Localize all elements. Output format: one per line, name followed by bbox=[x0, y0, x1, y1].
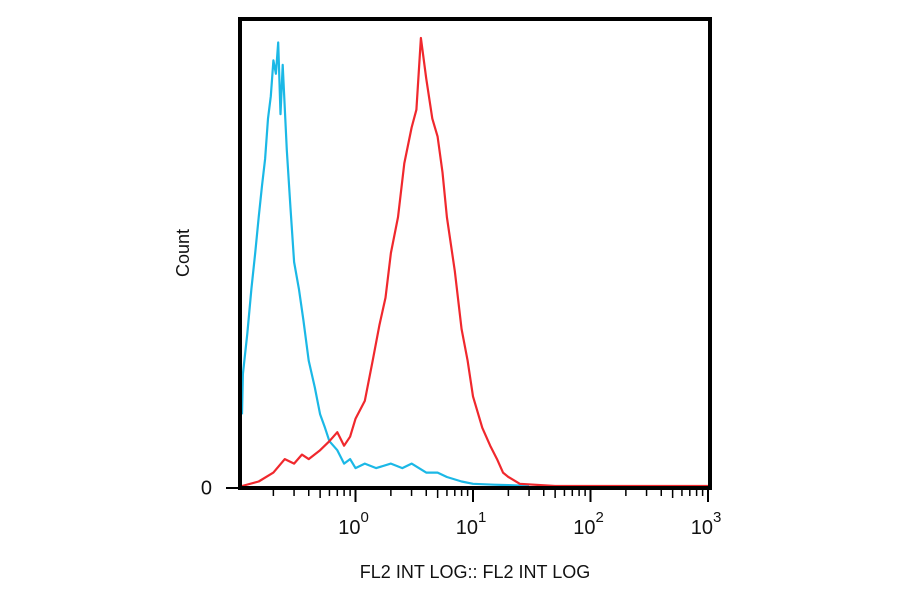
x-tick-label-0: 100 bbox=[338, 509, 369, 539]
x-tick-label-3: 103 bbox=[691, 509, 722, 539]
histogram-trace-cyan bbox=[240, 41, 530, 488]
plot-frame bbox=[238, 17, 712, 490]
x-tick-label-2: 102 bbox=[573, 509, 604, 539]
y-tick-label-zero: 0 bbox=[201, 477, 212, 499]
y-axis-title: Count bbox=[173, 229, 193, 277]
plot-traces bbox=[240, 36, 708, 488]
histogram-trace-red bbox=[241, 36, 708, 488]
x-axis-minor-ticks bbox=[272, 490, 704, 498]
x-tick-label-1: 101 bbox=[456, 509, 487, 539]
x-axis-tick-labels: 100 101 102 103 bbox=[338, 509, 721, 539]
x-axis-title: FL2 INT LOG:: FL2 INT LOG bbox=[360, 562, 590, 582]
x-axis-major-ticks bbox=[354, 490, 709, 502]
